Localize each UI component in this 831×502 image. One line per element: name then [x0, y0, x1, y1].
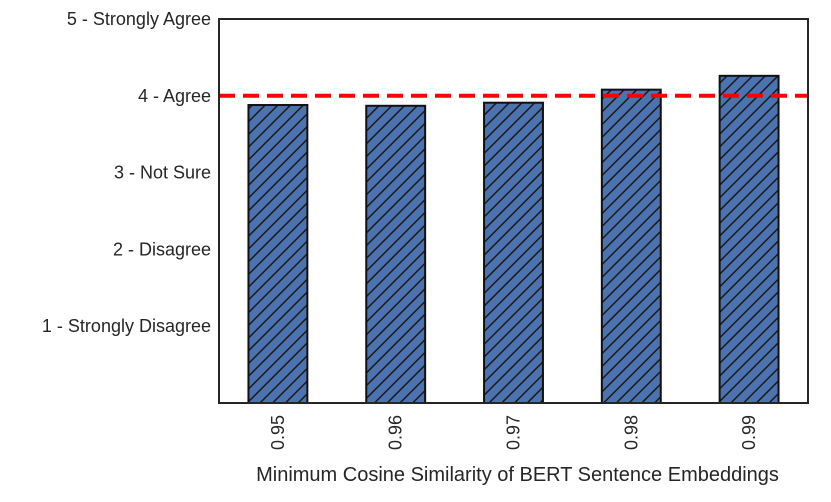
- bar-0.97: [483, 101, 544, 404]
- x-axis-ticks: 0.95 0.96 0.97 0.98 0.99: [268, 415, 759, 450]
- y-tick-label: 4 - Agree: [138, 86, 211, 106]
- bar-0.96: [365, 104, 427, 404]
- y-tick-label: 1 - Strongly Disagree: [42, 316, 211, 336]
- bar-0.99: [718, 74, 780, 404]
- y-tick-label: 3 - Not Sure: [114, 163, 211, 183]
- x-tick-label: 0.98: [621, 415, 641, 450]
- x-tick-label: 0.97: [504, 415, 524, 450]
- bar-0.95: [247, 104, 309, 405]
- x-tick-label: 0.95: [268, 415, 288, 450]
- y-tick-label: 2 - Disagree: [113, 239, 211, 259]
- x-tick-label: 0.96: [386, 415, 406, 450]
- x-axis-label: Minimum Cosine Similarity of BERT Senten…: [256, 464, 779, 486]
- y-axis-ticks: 1 - Strongly Disagree 2 - Disagree 3 - Not…: [42, 9, 211, 336]
- y-tick-label: 5 - Strongly Agree: [67, 9, 211, 29]
- plot-frame: [218, 18, 809, 404]
- bars-layer: [247, 74, 780, 405]
- x-tick-label: 0.99: [739, 415, 759, 450]
- bar-0.98: [600, 88, 662, 404]
